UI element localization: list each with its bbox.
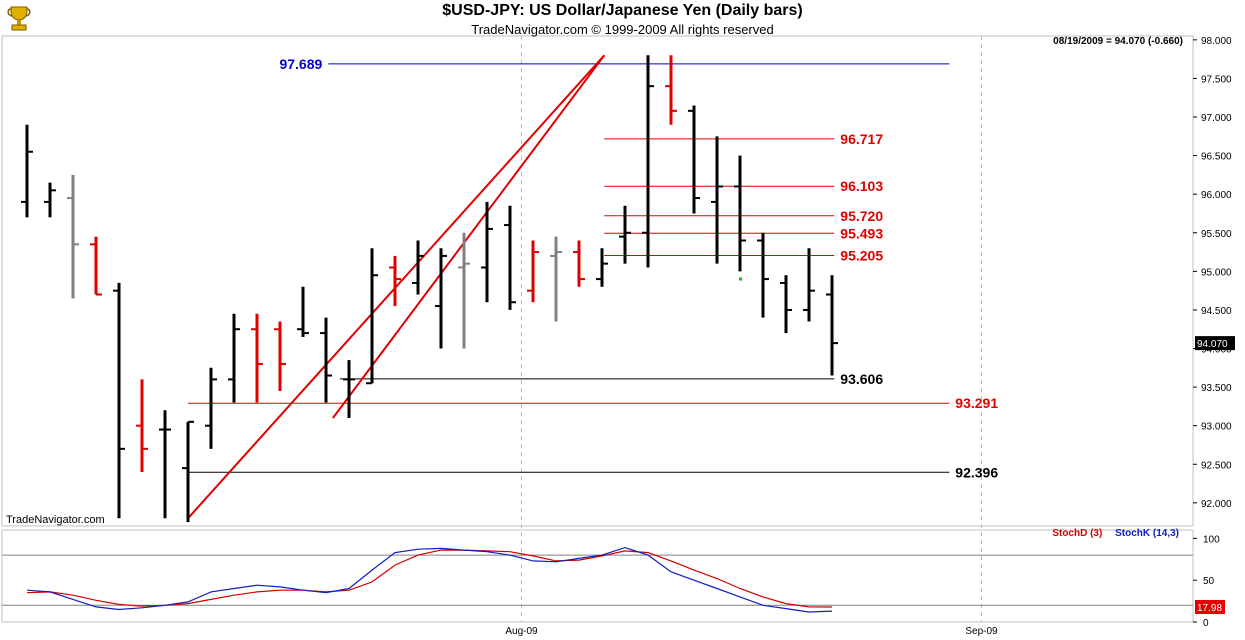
last-price-info: 08/19/2009 = 94.070 (-0.660) [1053, 36, 1183, 47]
stoch-y-tick-label: 50 [1203, 576, 1215, 587]
y-tick-label: 93.000 [1201, 422, 1232, 433]
level-label: 96.103 [840, 178, 883, 194]
ohlc-bar [67, 174, 79, 299]
level-label: 95.205 [840, 248, 883, 264]
ohlc-bar [274, 321, 286, 391]
y-tick-label: 92.000 [1201, 499, 1232, 510]
stoch-k-line [26, 546, 833, 613]
stochastic-panel: 0 50 100 17.98 [1, 529, 1225, 629]
level-label: 95.493 [840, 225, 883, 241]
ohlc-bar [90, 236, 102, 296]
stoch-d-line [26, 549, 833, 608]
ohlc-bar [44, 182, 56, 218]
x-tick-label: Aug-09 [505, 626, 538, 637]
ohlc-bar [389, 255, 401, 307]
y-tick-label: 98.000 [1201, 36, 1232, 47]
ohlc-bar [182, 420, 194, 523]
ohlc-bar [412, 240, 424, 295]
level-label: 93.291 [955, 395, 998, 411]
ohlc-bar [435, 248, 447, 349]
legend-stoch-k: StochK (14,3) [1115, 528, 1179, 539]
ohlc-bar [665, 55, 677, 125]
ohlc-bar [527, 240, 539, 303]
ohlc-bar [205, 367, 217, 449]
chart-subtitle: TradeNavigator.com © 1999-2009 All right… [471, 22, 774, 37]
last-price-label: 94.070 [1197, 339, 1228, 350]
level-label: 97.689 [279, 56, 322, 72]
stoch-last-value-box [1195, 599, 1225, 614]
level-label: 96.717 [840, 131, 883, 147]
ohlc-bar [573, 240, 585, 287]
price-panel: Aug-09 Sep-09 92.000 92.500 93.000 93.500 94.0… [1, 35, 1235, 637]
last-price-box [1195, 336, 1235, 351]
stoch-last-value-label: 17.98 [1197, 603, 1222, 614]
ohlc-bar [21, 124, 33, 218]
y-tick-label: 95.500 [1201, 229, 1232, 240]
ohlc-bar [481, 201, 493, 303]
ohlc-bar [711, 136, 723, 264]
trend-line [332, 54, 606, 419]
ohlc-bar [803, 248, 815, 322]
ohlc-bar [366, 248, 378, 385]
green-marker [739, 277, 742, 281]
stoch-y-tick-label: 100 [1203, 534, 1220, 545]
level-label: 95.720 [840, 208, 883, 224]
y-tick-label: 94.500 [1201, 306, 1232, 317]
y-tick-label: 97.000 [1201, 113, 1232, 124]
y-tick-label: 96.500 [1201, 152, 1232, 163]
watermark-text: TradeNavigator.com [6, 514, 105, 526]
ohlc-bar [826, 275, 838, 376]
ohlc-bar [251, 313, 263, 403]
level-label: 92.396 [955, 464, 998, 480]
stoch-y-tick-label: 0 [1203, 618, 1209, 629]
y-tick-label: 92.500 [1201, 460, 1232, 471]
ohlc-bar [734, 155, 746, 272]
y-tick-label: 93.500 [1201, 383, 1232, 394]
x-tick-label: Sep-09 [965, 626, 998, 637]
ohlc-bar [757, 232, 769, 318]
ohlc-bar [596, 248, 608, 287]
ohlc-bar [159, 410, 171, 519]
ohlc-bar [228, 313, 240, 403]
ohlc-bar [343, 360, 355, 418]
ohlc-bar [320, 317, 332, 403]
trophy-logo-icon [7, 6, 31, 31]
ohlc-bar [136, 379, 148, 472]
y-tick-label: 95.000 [1201, 267, 1232, 278]
ohlc-bar [550, 236, 562, 322]
price-panel-frame [1, 35, 1194, 527]
ohlc-bar [504, 205, 516, 310]
ohlc-bar [619, 205, 631, 264]
legend-stoch-d: StochD (3) [1052, 528, 1103, 539]
ohlc-bar [458, 232, 470, 349]
stochastic-legend: StochD (3) StochK (14,3) [1052, 528, 1179, 539]
ohlc-bar [688, 105, 700, 214]
y-tick-label: 96.000 [1201, 190, 1232, 201]
ohlc-bar [642, 55, 654, 268]
y-tick-label: 97.500 [1201, 74, 1232, 85]
level-label: 93.606 [840, 371, 883, 387]
ohlc-bar [113, 282, 125, 519]
chart-title: $USD-JPY: US Dollar/Japanese Yen (Daily … [442, 2, 803, 19]
ohlc-bar [297, 286, 309, 337]
stoch-panel-frame [1, 529, 1194, 623]
ohlc-bar [780, 275, 792, 334]
